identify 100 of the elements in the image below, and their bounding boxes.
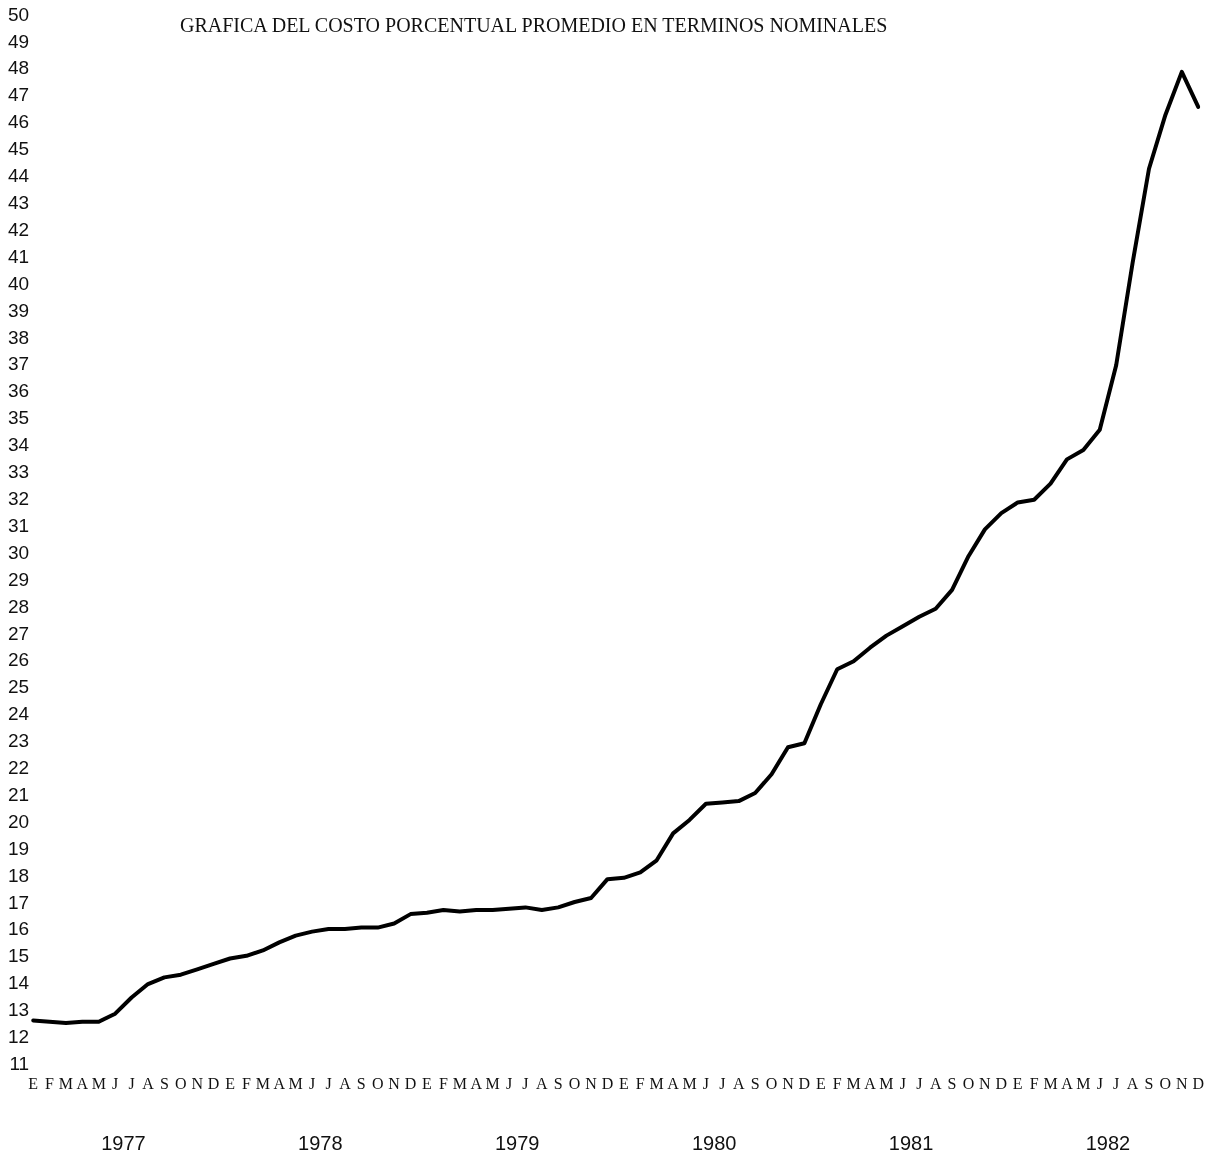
y-tick-label: 25 <box>7 676 30 698</box>
x-tick-label: J <box>325 1074 332 1092</box>
y-tick-label: 39 <box>7 299 30 321</box>
x-tick-label: M <box>1043 1074 1058 1092</box>
text: 1980 <box>691 1131 737 1154</box>
y-tick-label: 50 <box>7 3 30 25</box>
x-tick-label: D <box>207 1074 220 1092</box>
x-tick-label: M <box>288 1074 303 1092</box>
y-tick-label: 29 <box>7 568 30 590</box>
x-tick-label: E <box>225 1074 235 1092</box>
x-tick-label: D <box>1192 1074 1204 1092</box>
x-tick-label: M <box>649 1074 664 1092</box>
x-tick-label: A <box>667 1074 680 1092</box>
x-tick-label: J <box>1096 1074 1103 1092</box>
x-tick-label: A <box>732 1074 745 1092</box>
x-tick-label: A <box>1126 1074 1139 1092</box>
x-tick-label: M <box>1076 1074 1091 1092</box>
y-tick-label: 20 <box>7 810 30 832</box>
x-tick-label: A <box>1061 1074 1074 1092</box>
x-tick-label: J <box>702 1074 710 1092</box>
y-tick-label: 36 <box>7 380 30 402</box>
x-tick-label: J <box>1113 1074 1120 1092</box>
x-tick-label: M <box>91 1074 106 1092</box>
x-tick-label: D <box>601 1074 614 1092</box>
y-tick-label: 42 <box>7 218 30 240</box>
y-tick-label: 18 <box>7 864 30 886</box>
x-tick-label: F <box>438 1074 448 1092</box>
x-tick-label: E <box>618 1074 629 1092</box>
x-tick-label: M <box>255 1074 270 1092</box>
x-tick-label: S <box>356 1074 366 1092</box>
y-tick-label: 13 <box>7 999 30 1021</box>
x-tick-label: O <box>568 1074 581 1092</box>
y-tick-label: 38 <box>7 326 30 348</box>
y-tick-label: 47 <box>7 84 30 106</box>
x-tick-label: E <box>422 1074 432 1092</box>
y-tick-label: 40 <box>7 272 30 294</box>
x-tick-label: F <box>1029 1074 1039 1092</box>
x-tick-label: A <box>864 1074 877 1092</box>
text: 1982 <box>1085 1131 1131 1154</box>
x-tick-label: A <box>929 1074 942 1092</box>
x-tick-label: S <box>750 1074 760 1092</box>
y-tick-label: 32 <box>7 487 30 509</box>
chart-title: GRAFICA DEL COSTO PORCENTUAL PROMEDIO EN TERMINOS NOMINALES <box>180 14 888 37</box>
x-tick-label: J <box>899 1074 906 1092</box>
y-tick-label: 12 <box>7 1026 30 1048</box>
x-tick-label: F <box>635 1074 645 1092</box>
y-tick-label: 49 <box>7 30 30 52</box>
y-tick-label: 43 <box>7 191 30 213</box>
x-tick-label: S <box>947 1074 957 1092</box>
y-tick-label: 28 <box>7 595 30 617</box>
x-tick-label: O <box>371 1074 384 1092</box>
y-tick-label: 26 <box>7 649 30 671</box>
x-tick-label: J <box>916 1074 923 1092</box>
x-tick-label: M <box>58 1074 74 1092</box>
x-tick-label: N <box>1176 1074 1189 1092</box>
y-tick-label: 45 <box>7 138 30 160</box>
x-tick-label: S <box>1144 1074 1154 1092</box>
x-tick-label: D <box>404 1074 417 1092</box>
x-tick-label: D <box>798 1074 811 1092</box>
y-tick-label: 34 <box>7 434 30 456</box>
x-tick-label: M <box>879 1074 894 1092</box>
y-tick-label: 17 <box>7 891 30 913</box>
text: 1978 <box>298 1131 343 1154</box>
x-tick-label: N <box>585 1074 598 1092</box>
y-tick-label: 35 <box>7 407 30 429</box>
y-tick-label: 27 <box>7 622 30 644</box>
y-tick-label: 37 <box>7 353 30 375</box>
x-tick-label: A <box>273 1074 286 1092</box>
y-tick-label: 31 <box>7 514 30 536</box>
x-tick-label: A <box>142 1074 155 1092</box>
x-tick-label: S <box>159 1074 169 1092</box>
x-tick-label: N <box>191 1074 204 1092</box>
x-tick-label: N <box>388 1074 401 1092</box>
x-tick-label: O <box>1159 1074 1172 1092</box>
y-tick-label: 33 <box>7 461 30 483</box>
y-tick-label: 44 <box>7 165 30 187</box>
x-tick-label: M <box>485 1074 500 1092</box>
x-tick-label: M <box>846 1074 861 1092</box>
x-tick-label: F <box>832 1074 842 1092</box>
x-tick-label: A <box>470 1074 483 1092</box>
x-tick-label: F <box>45 1074 55 1092</box>
x-tick-label: F <box>242 1074 252 1092</box>
x-tick-label: S <box>553 1074 563 1092</box>
y-tick-label: 24 <box>7 703 30 725</box>
x-tick-label: O <box>175 1074 187 1092</box>
x-tick-label: E <box>815 1074 826 1092</box>
x-tick-label: E <box>28 1074 39 1092</box>
text: 1981 <box>888 1131 934 1154</box>
x-tick-label: O <box>765 1074 778 1092</box>
x-tick-label: N <box>782 1074 795 1092</box>
x-tick-label: O <box>962 1074 975 1092</box>
y-tick-label: 15 <box>7 945 30 967</box>
x-tick-label: A <box>339 1074 352 1092</box>
y-tick-label: 14 <box>7 972 30 994</box>
x-tick-label: M <box>452 1074 467 1092</box>
x-tick-label: J <box>128 1074 135 1092</box>
x-tick-label: A <box>536 1074 549 1092</box>
x-tick-label: N <box>979 1074 992 1092</box>
x-tick-label: J <box>505 1074 513 1092</box>
y-tick-label: 30 <box>7 541 30 563</box>
